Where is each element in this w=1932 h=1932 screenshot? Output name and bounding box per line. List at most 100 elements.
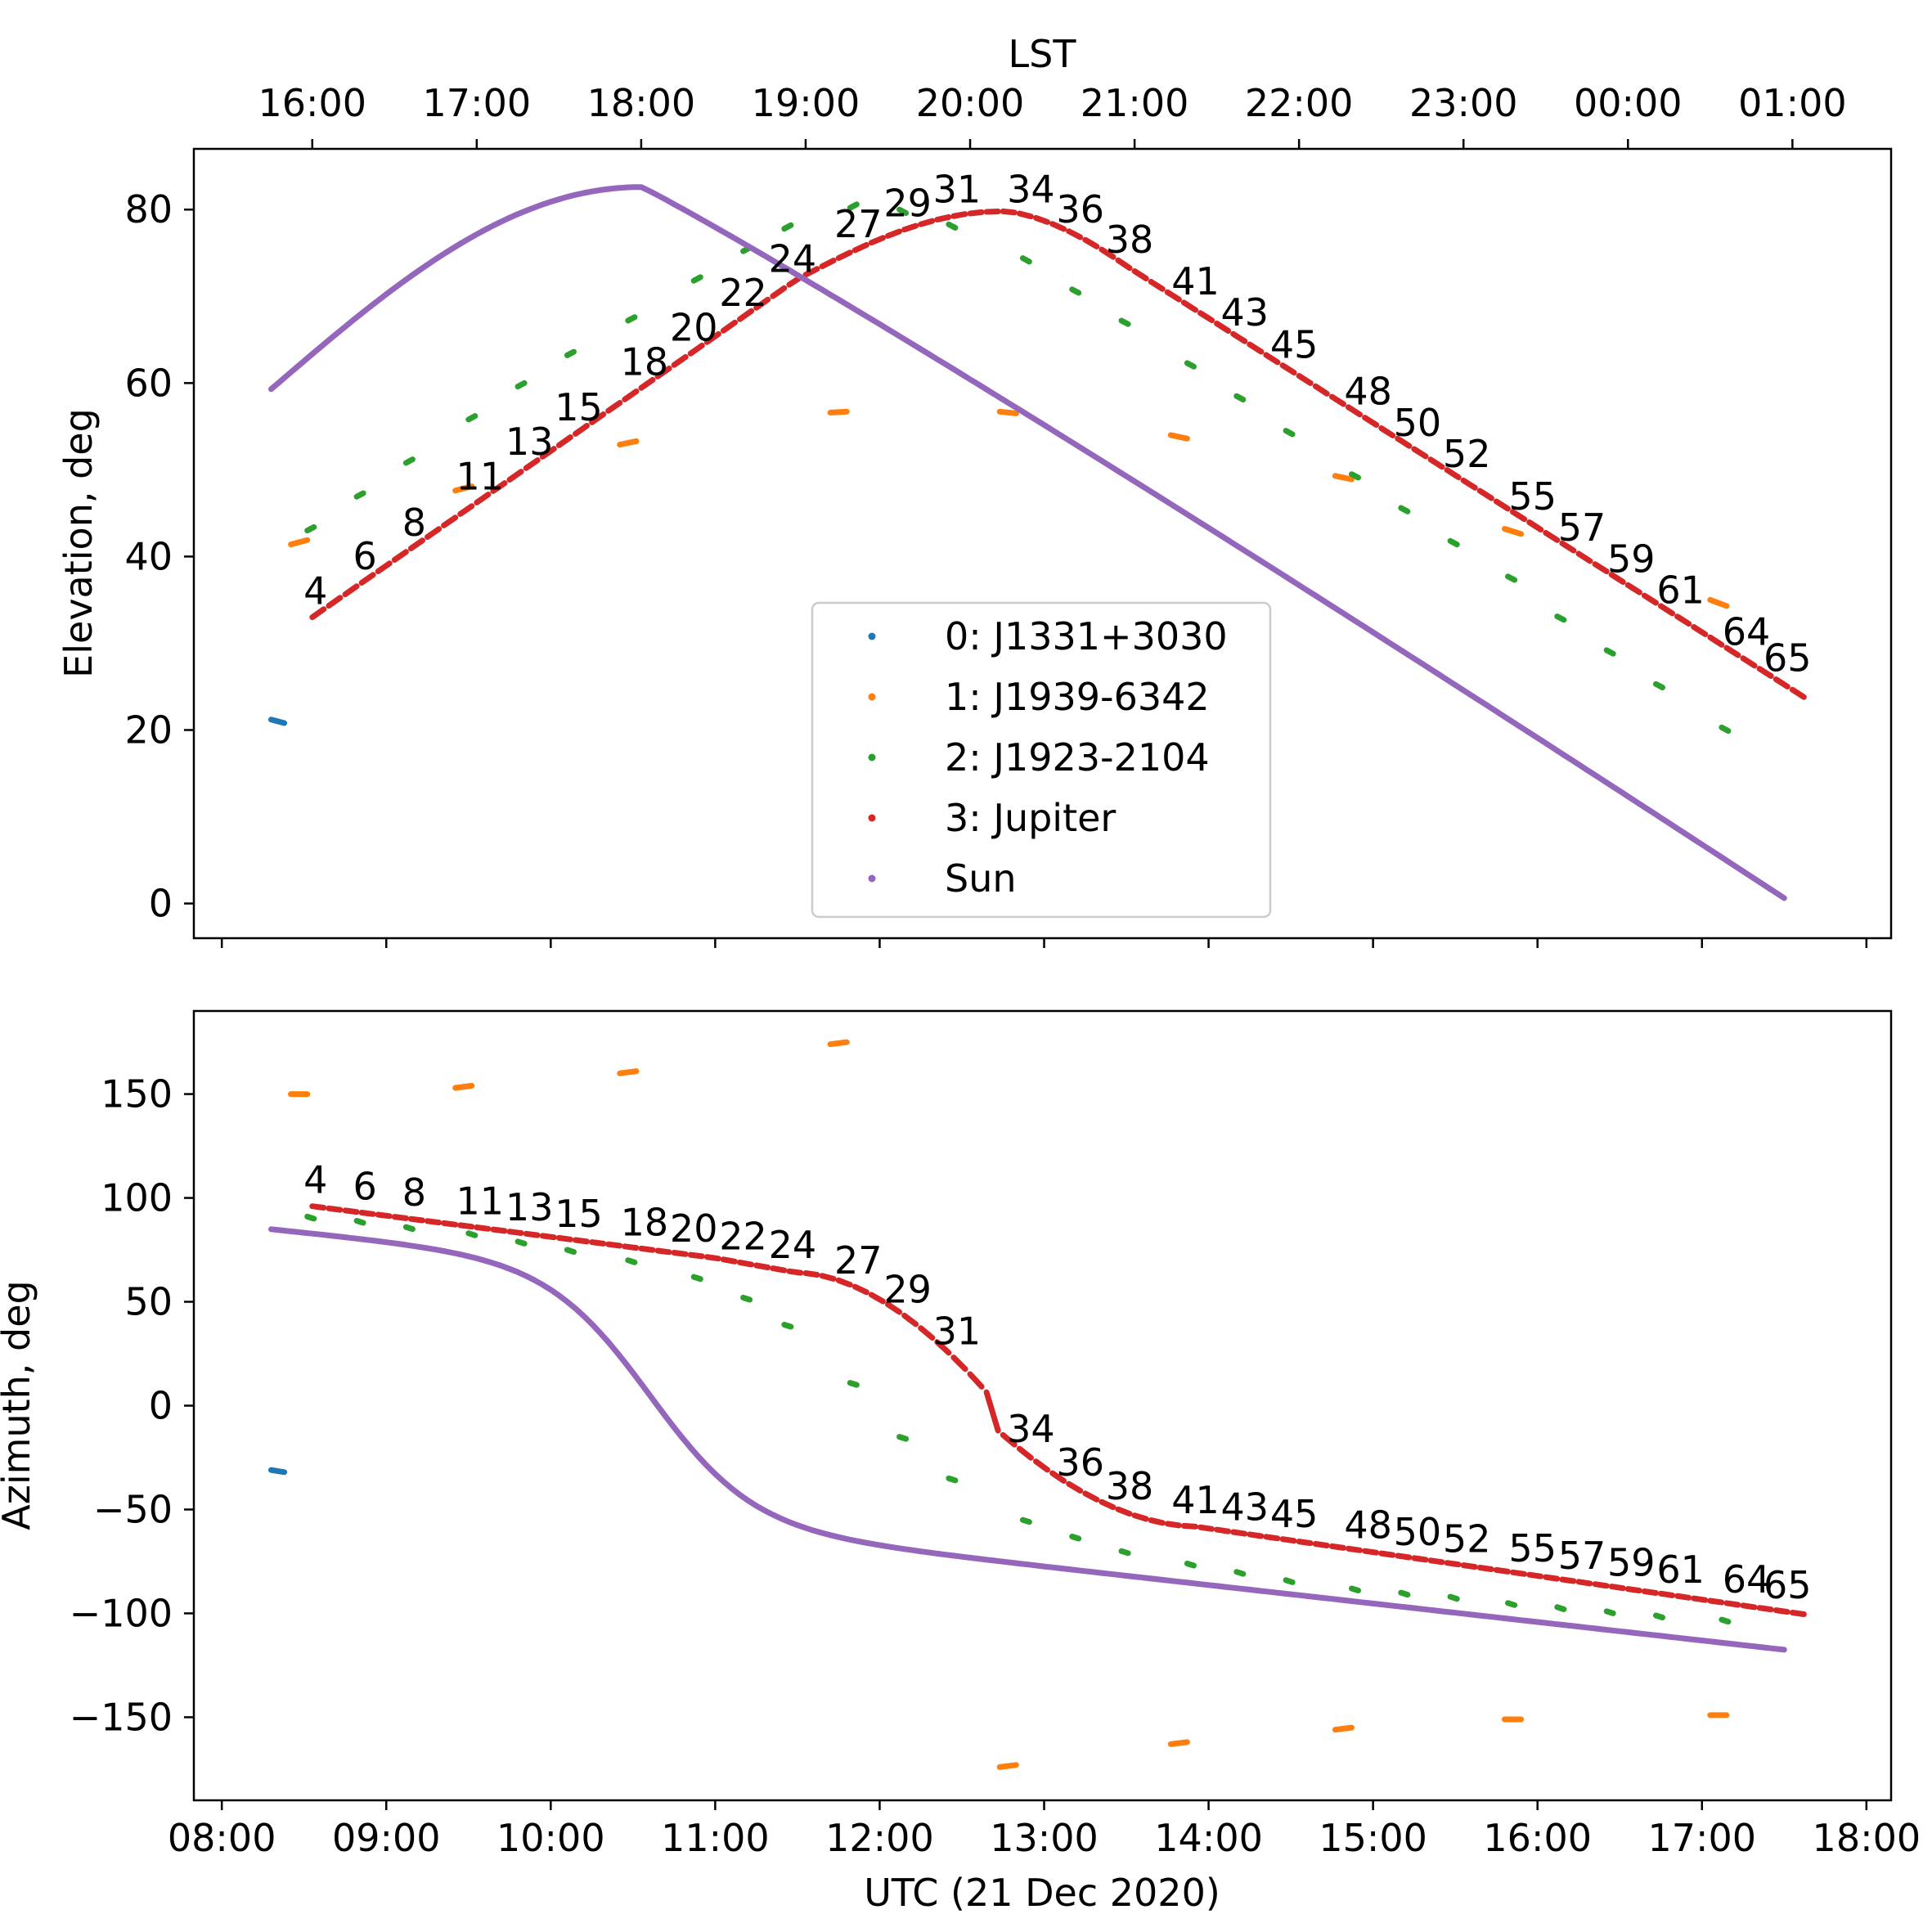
scan-segment [452, 483, 475, 494]
scan-segment [638, 1245, 656, 1253]
scan-label: 6 [353, 1165, 376, 1209]
series-sun [268, 1226, 1787, 1653]
scan-segment [1033, 1458, 1050, 1473]
y-tick-label: 40 [124, 534, 173, 578]
scan-segment [1049, 1470, 1067, 1484]
scan-segment [885, 1301, 903, 1315]
scan-segment [1378, 1550, 1396, 1558]
scan-label: 52 [1443, 1517, 1491, 1561]
scan-segment [1247, 341, 1265, 355]
scan-segment [1328, 393, 1346, 407]
scan-segment [896, 206, 910, 216]
scan-label: 29 [883, 1267, 932, 1311]
scan-label: 36 [1056, 187, 1104, 231]
scan-segment [1115, 1506, 1133, 1517]
x-tick-label: 08:00 [168, 1816, 276, 1860]
scan-segment [1559, 540, 1577, 554]
scan-segment [737, 1259, 755, 1268]
scan-segment [802, 1270, 820, 1278]
y-tick-label: 20 [124, 708, 173, 752]
scan-segment [1167, 432, 1190, 442]
scan-segment [1214, 1526, 1232, 1534]
scan-segment [1247, 1531, 1265, 1539]
scan-segment [1000, 208, 1018, 216]
scan-segment [1502, 526, 1525, 537]
scan-segment [1658, 603, 1676, 617]
scan-segment [770, 1265, 788, 1274]
scan-label: 38 [1106, 1464, 1154, 1508]
scan-segment [1346, 404, 1364, 418]
scan-segment [407, 1215, 425, 1224]
legend-marker [868, 632, 876, 640]
scan-segment [1148, 1517, 1166, 1526]
scan-segment [1510, 1569, 1528, 1577]
scan-segment [885, 228, 903, 239]
scan-segment [605, 400, 623, 414]
scan-segment [1641, 1588, 1659, 1596]
scan-segment [1016, 210, 1034, 220]
scan-segment [1526, 1571, 1544, 1579]
scan-segment [1230, 330, 1248, 344]
lst-ticks: 16:00 17:00 18:00 19:00 20:00 21:00 22:00 23:00… [258, 81, 1847, 149]
scan-label: 24 [769, 237, 817, 281]
scan-segment [625, 314, 638, 324]
scan-segment [342, 1207, 360, 1215]
scan-segment [753, 296, 771, 311]
scan-segment [901, 222, 919, 233]
scan-segment [827, 1039, 850, 1048]
scan-segment [1554, 613, 1567, 623]
scan-segment [402, 456, 416, 466]
series-jupiter [309, 208, 1807, 700]
scan-segment [523, 457, 541, 471]
scan-segment [452, 1082, 475, 1091]
y-tick-label: 60 [124, 361, 173, 405]
scan-segment [1184, 1561, 1197, 1569]
scan-segment [1447, 537, 1460, 548]
scan-segment [1263, 1534, 1281, 1542]
scan-segment [918, 218, 936, 227]
scan-segment [1608, 1584, 1626, 1592]
series-j1923-2104 [304, 201, 1732, 735]
scan-segment [1624, 582, 1642, 595]
scan-segment [1019, 1516, 1032, 1525]
scan-segment [786, 1268, 804, 1276]
utc-x-ticks: 08:00 09:00 10:00 11:00 12:00 13:00 14:00 15:00… [168, 1800, 1921, 1860]
scan-segment [1476, 487, 1494, 501]
scan-label: 34 [1007, 168, 1055, 212]
scan-segment [1118, 1548, 1131, 1557]
scan-segment [1118, 317, 1131, 327]
scan-segment [1592, 561, 1610, 575]
scan-segment [564, 348, 577, 358]
scan-segment [1707, 1597, 1725, 1606]
scan-segment [753, 1262, 771, 1270]
lst-tick-label: 16:00 [258, 81, 366, 125]
elevation-x-ticks [220, 938, 1868, 948]
elevation-plot-area [268, 184, 1807, 901]
scan-segment [1624, 1586, 1642, 1594]
x-tick-label: 13:00 [990, 1816, 1099, 1860]
scan-segment [1180, 299, 1198, 313]
scan-segment [1505, 573, 1518, 583]
scan-segment [1263, 352, 1281, 366]
scan-segment [847, 201, 860, 211]
scan-segment [1740, 1602, 1758, 1611]
lst-tick-label: 17:00 [423, 81, 532, 125]
scan-segment [1723, 645, 1741, 658]
scan-segment [720, 1256, 738, 1265]
scan-segment [622, 389, 640, 402]
scan-segment [1230, 1529, 1248, 1537]
scan-segment [490, 480, 508, 494]
scan-segment [1398, 505, 1411, 514]
scan-segment [309, 1203, 327, 1211]
scan-segment [1789, 1610, 1807, 1617]
scan-label: 4 [303, 1158, 327, 1202]
scan-segment [687, 342, 705, 357]
scan-segment [441, 514, 459, 528]
elevation-axes-frame [192, 147, 1893, 940]
scan-segment [1362, 415, 1380, 428]
lst-axis-label: LST [1009, 32, 1077, 76]
lst-tick-label: 01:00 [1738, 81, 1847, 125]
